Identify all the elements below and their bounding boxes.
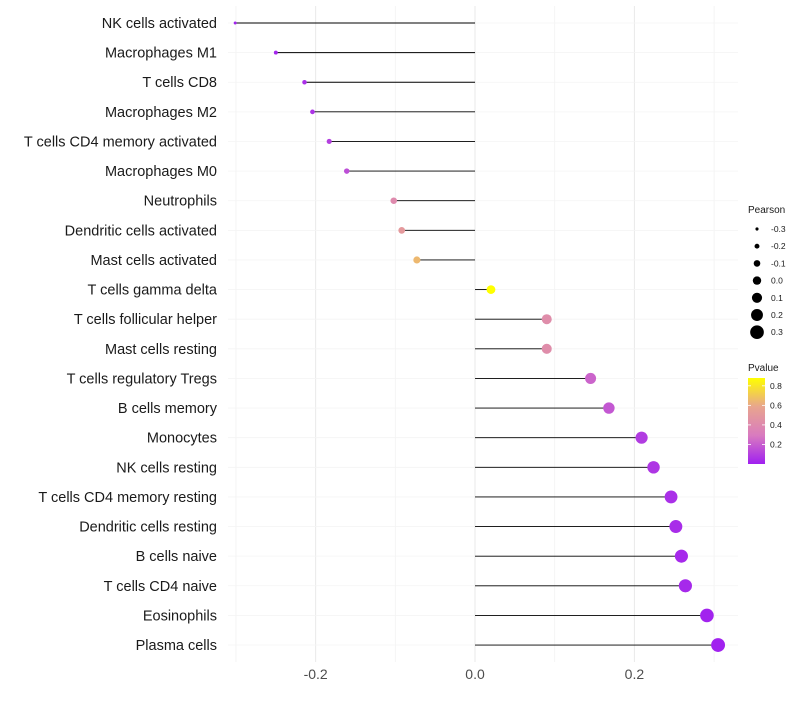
- size-legend-label: -0.3: [771, 224, 786, 234]
- pearson-legend-title: Pearson: [748, 205, 785, 216]
- x-axis-tick-layer: -0.2 0.0 0.2: [304, 666, 645, 682]
- category-label: Neutrophils: [144, 194, 217, 210]
- category-label: T cells gamma delta: [88, 283, 218, 299]
- lollipop-point: [674, 549, 688, 563]
- size-legend-key: [752, 276, 762, 285]
- lollipop-point: [310, 109, 315, 115]
- colorbar-tick-label: 0.8: [770, 381, 782, 391]
- category-label: Plasma cells: [136, 638, 217, 654]
- lollipop-point: [233, 21, 237, 25]
- size-legend-key: [751, 292, 763, 303]
- category-label: Eosinophils: [143, 608, 217, 624]
- size-legend-key: [754, 243, 760, 249]
- lollipop-point: [603, 402, 615, 414]
- category-label: Dendritic cells resting: [79, 520, 217, 536]
- lollipop-point: [398, 226, 406, 234]
- lollipop-point: [664, 490, 678, 504]
- lollipop-point: [541, 343, 552, 354]
- size-legend-label: 0.0: [771, 276, 783, 286]
- size-legend-key: [750, 325, 764, 340]
- category-label: T cells CD8: [142, 75, 217, 91]
- category-label: T cells follicular helper: [74, 312, 217, 328]
- category-label: Monocytes: [147, 431, 217, 447]
- lollipop-point: [678, 579, 692, 593]
- category-label: B cells memory: [118, 401, 218, 417]
- colorbar-tick-label: 0.4: [770, 420, 782, 430]
- size-legend-label: 0.1: [771, 293, 783, 303]
- lollipop-point: [541, 314, 552, 325]
- colorbar-tick-label: 0.6: [770, 400, 782, 410]
- category-label: Macrophages M1: [105, 46, 217, 62]
- category-label: Mast cells activated: [90, 253, 217, 269]
- category-label: Dendritic cells activated: [65, 223, 217, 239]
- size-legend-label: 0.2: [771, 310, 783, 320]
- lollipop-point: [486, 285, 496, 294]
- lollipop-point: [669, 520, 683, 534]
- category-label: T cells regulatory Tregs: [67, 371, 217, 387]
- lollipop-point: [390, 197, 398, 204]
- category-label: T cells CD4 naive: [104, 579, 217, 595]
- lollipop-point: [700, 608, 714, 623]
- pvalue-legend-title: Pvalue: [748, 363, 779, 374]
- size-legend-label: -0.1: [771, 258, 786, 268]
- colorbar-tick-label: 0.2: [770, 439, 782, 449]
- x-tick-label: 0.2: [625, 666, 645, 682]
- lollipop-point: [413, 256, 421, 264]
- category-label: Mast cells resting: [105, 342, 217, 358]
- lollipop-point: [647, 461, 660, 474]
- lollipop-point: [635, 431, 648, 444]
- point-layer: [233, 21, 726, 652]
- lollipop-point: [326, 138, 332, 145]
- lollipop-point: [585, 372, 597, 384]
- pearson-size-legend: Pearson -0.3 -0.2 -0.1 0.0 0.1 0.2 0.3: [748, 205, 786, 340]
- grid-layer: [228, 6, 738, 662]
- size-legend-key: [751, 309, 763, 321]
- category-label: Macrophages M0: [105, 164, 217, 180]
- size-legend-label: 0.3: [771, 327, 783, 337]
- lollipop-point: [711, 638, 726, 652]
- size-legend-key: [755, 227, 759, 231]
- category-label: Macrophages M2: [105, 105, 217, 121]
- x-tick-label: 0.0: [465, 666, 485, 682]
- pvalue-colorbar: [748, 378, 765, 464]
- category-label: T cells CD4 memory activated: [24, 134, 217, 150]
- category-label: B cells naive: [136, 549, 217, 565]
- pvalue-color-legend: Pvalue 0.2 0.4 0.6 0.8: [748, 363, 782, 464]
- category-label-layer: NK cells activated Macrophages M1 T cells …: [24, 16, 218, 654]
- category-label: NK cells resting: [116, 460, 217, 476]
- lollipop-point: [343, 168, 350, 174]
- size-legend-label: -0.2: [771, 241, 786, 251]
- stem-layer: [235, 22, 719, 646]
- category-label: T cells CD4 memory resting: [38, 490, 217, 506]
- category-label: NK cells activated: [102, 16, 217, 32]
- x-tick-label: -0.2: [304, 666, 328, 682]
- lollipop-point: [273, 50, 278, 55]
- size-legend-key: [753, 260, 761, 267]
- lollipop-point: [302, 79, 307, 85]
